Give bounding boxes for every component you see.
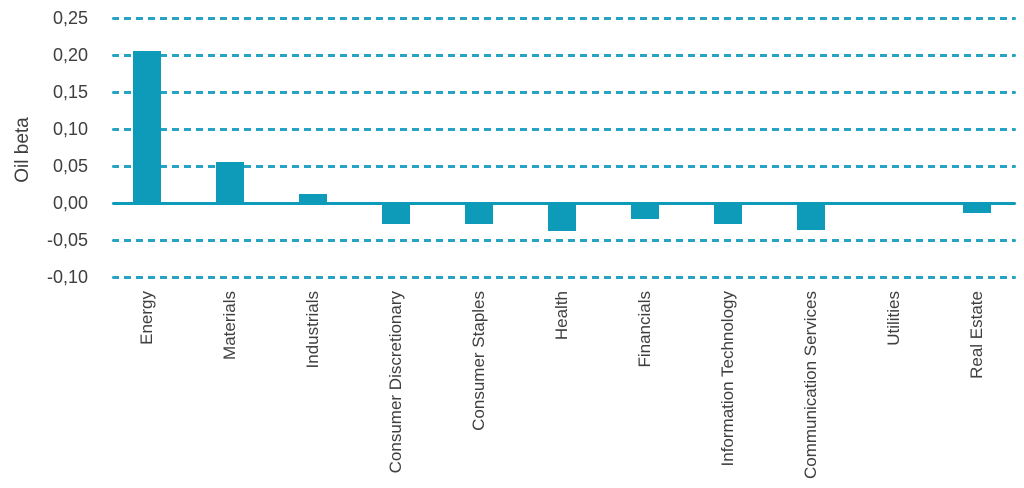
bar-real-estate [962, 203, 991, 213]
y-tick-label: 0,25 [52, 8, 88, 28]
gridline [112, 53, 1016, 57]
x-axis-label-consumer-discretionary: Consumer Discretionary [385, 291, 405, 474]
gridline [112, 275, 1016, 279]
x-axis-label-industrials: Industrials [302, 291, 322, 369]
gridline [112, 16, 1016, 20]
gridline [112, 164, 1016, 168]
x-axis-label-materials: Materials [219, 291, 239, 360]
bar-consumer-discretionary [381, 203, 410, 224]
bar-industrials [298, 194, 327, 203]
y-tick-label: 0,10 [52, 119, 88, 139]
y-tick-label: 0,20 [52, 45, 88, 65]
bar-financials [630, 203, 659, 219]
y-tick-label: -0,10 [46, 267, 88, 287]
x-axis-label-health: Health [551, 291, 571, 341]
bar-information-technology [713, 203, 742, 224]
gridline [112, 238, 1016, 242]
x-axis-label-utilities: Utilities [883, 291, 903, 346]
bar-health [547, 203, 576, 232]
bar-consumer-staples [464, 203, 493, 224]
x-axis-label-communication-services: Communication Services [800, 291, 820, 480]
gridline [112, 127, 1016, 131]
x-axis-label-energy: Energy [136, 291, 156, 345]
x-axis-label-financials: Financials [634, 291, 654, 368]
bar-communication-services [796, 203, 825, 231]
x-axis-label-real-estate: Real Estate [966, 291, 986, 379]
x-axis-label-information-technology: Information Technology [717, 291, 737, 467]
y-tick-label: 0,15 [52, 82, 88, 102]
y-tick-label: -0,05 [46, 230, 88, 250]
y-tick-label: 0,05 [52, 156, 88, 176]
gridline [112, 90, 1016, 94]
x-axis-label-consumer-staples: Consumer Staples [468, 291, 488, 431]
bar-materials [215, 162, 244, 203]
bar-energy [132, 51, 161, 203]
y-tick-label: 0,00 [52, 193, 88, 213]
